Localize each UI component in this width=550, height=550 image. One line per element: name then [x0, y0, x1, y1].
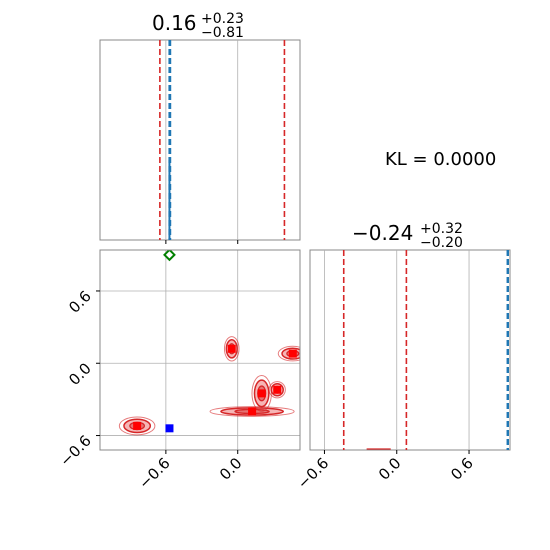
- joint-panel: −0.6 0.0 −0.6 0.0 0.6: [56, 249, 301, 493]
- joint-y-tick-label: 0.0: [65, 359, 95, 389]
- contour-outer: [209, 406, 295, 417]
- joint-cluster-2: [223, 336, 240, 362]
- marginal-2-frame: [309, 249, 511, 451]
- marginal-2-x-tick-label: 0.6: [447, 454, 477, 484]
- marginal-1-title-plus: +0.23: [201, 11, 244, 27]
- contour-outer: [223, 336, 240, 362]
- joint-y-tick-label: 0.6: [65, 287, 95, 317]
- marginal-2-x-tick-label: 0.0: [375, 454, 405, 484]
- joint-cluster-1: [118, 416, 156, 436]
- sample-point: [133, 421, 142, 430]
- marginal-2-title-minus: −0.20: [420, 235, 463, 251]
- joint-cluster-3: [209, 406, 295, 417]
- joint-frame: [99, 249, 301, 451]
- sample-point: [227, 344, 236, 353]
- marginal-2-title-plus: +0.32: [420, 221, 463, 237]
- sample-point: [273, 385, 282, 394]
- marginal-1-title-value: 0.16: [152, 11, 197, 35]
- marginal-1-title: 0.16: [152, 11, 197, 35]
- marginal-2-x-tick-label: −0.6: [294, 454, 332, 492]
- kl-annotation: KL = 0.0000: [385, 149, 496, 170]
- marginal-1-title-minus: −0.81: [201, 25, 244, 41]
- joint-cluster-6: [277, 345, 300, 362]
- contour-outer: [268, 381, 286, 399]
- blue-square-marker: [165, 424, 174, 433]
- sample-point: [248, 407, 257, 416]
- marginal-2-title-value: −0.24: [352, 221, 413, 245]
- marginal-2-title: −0.24: [352, 221, 413, 245]
- green-diamond-marker: [163, 250, 176, 262]
- marginal-panel-2: −0.6 0.0 0.6 −0.24 +0.32 −0.20: [294, 221, 511, 493]
- joint-cluster-4: [251, 374, 272, 412]
- joint-x-tick-label: −0.6: [135, 454, 173, 492]
- marginal-1-frame: [99, 39, 301, 241]
- joint-cluster-5: [268, 381, 286, 399]
- sample-point: [257, 389, 266, 398]
- marginal-panel-1: 0.16 +0.23 −0.81: [99, 11, 301, 244]
- joint-y-tick-label: −0.6: [56, 432, 94, 470]
- contour-outer: [251, 374, 272, 412]
- contour-outer: [277, 345, 300, 362]
- contour-outer: [118, 416, 156, 436]
- joint-x-tick-label: 0.0: [216, 454, 246, 484]
- sample-point: [288, 349, 297, 358]
